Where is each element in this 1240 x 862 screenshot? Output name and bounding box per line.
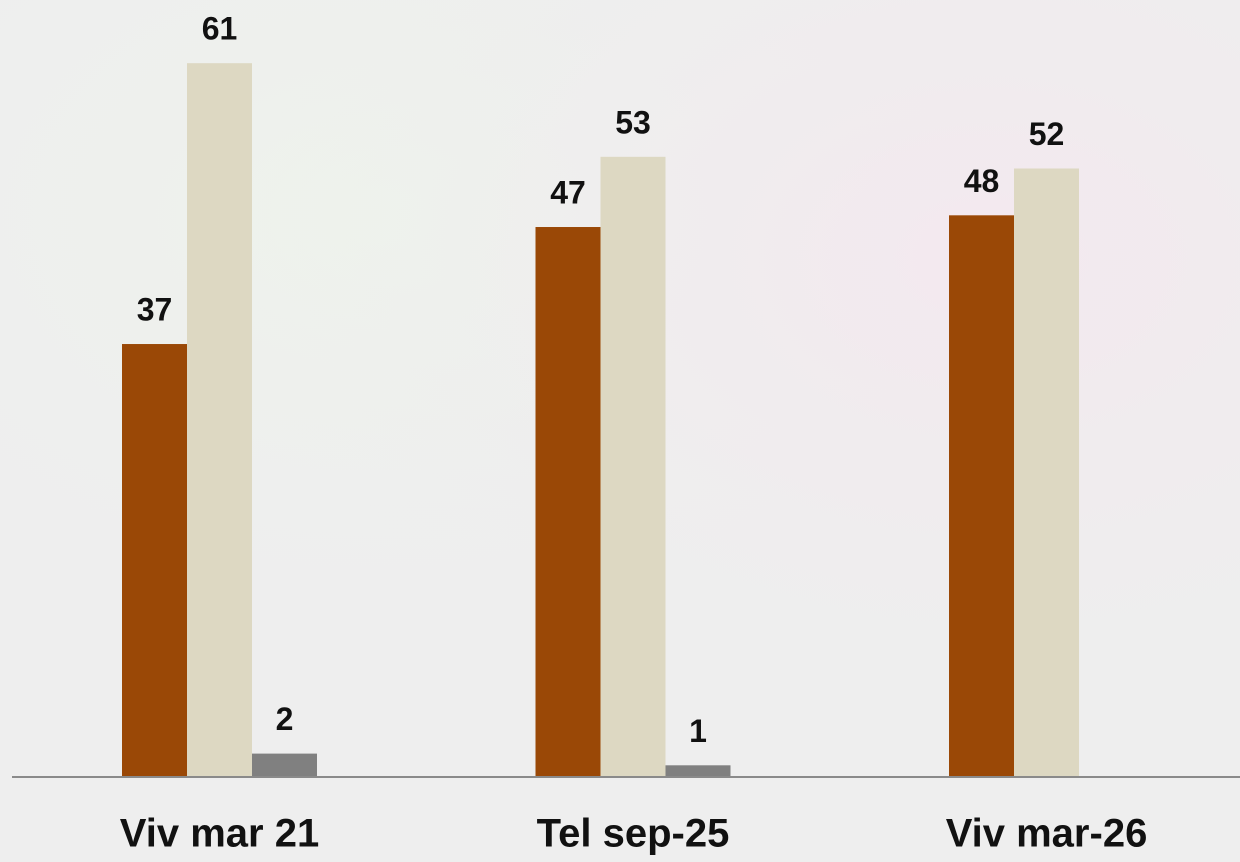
value-label: 37	[137, 291, 173, 327]
value-label: 1	[689, 713, 707, 749]
bar	[949, 215, 1014, 778]
x-tick-label: Tel sep-25	[537, 812, 730, 856]
bar	[665, 765, 731, 777]
value-label: 47	[550, 174, 586, 210]
bar	[122, 344, 187, 777]
value-label: 53	[615, 104, 651, 140]
x-tick-label: Viv mar-26	[946, 812, 1148, 856]
value-label: 48	[964, 163, 1000, 199]
value-label: 52	[1029, 116, 1065, 152]
bar	[535, 227, 601, 777]
value-label: 2	[276, 701, 294, 737]
bar	[252, 753, 317, 777]
plot-area: Viv mar 21 37 61 2 Tel sep-25 47 53 1 Viv mar-26…	[120, 11, 1148, 856]
value-label: 61	[202, 11, 238, 47]
bar	[600, 156, 666, 778]
bar	[187, 63, 252, 777]
bar	[1014, 168, 1079, 777]
x-tick-label: Viv mar 21	[120, 812, 319, 856]
